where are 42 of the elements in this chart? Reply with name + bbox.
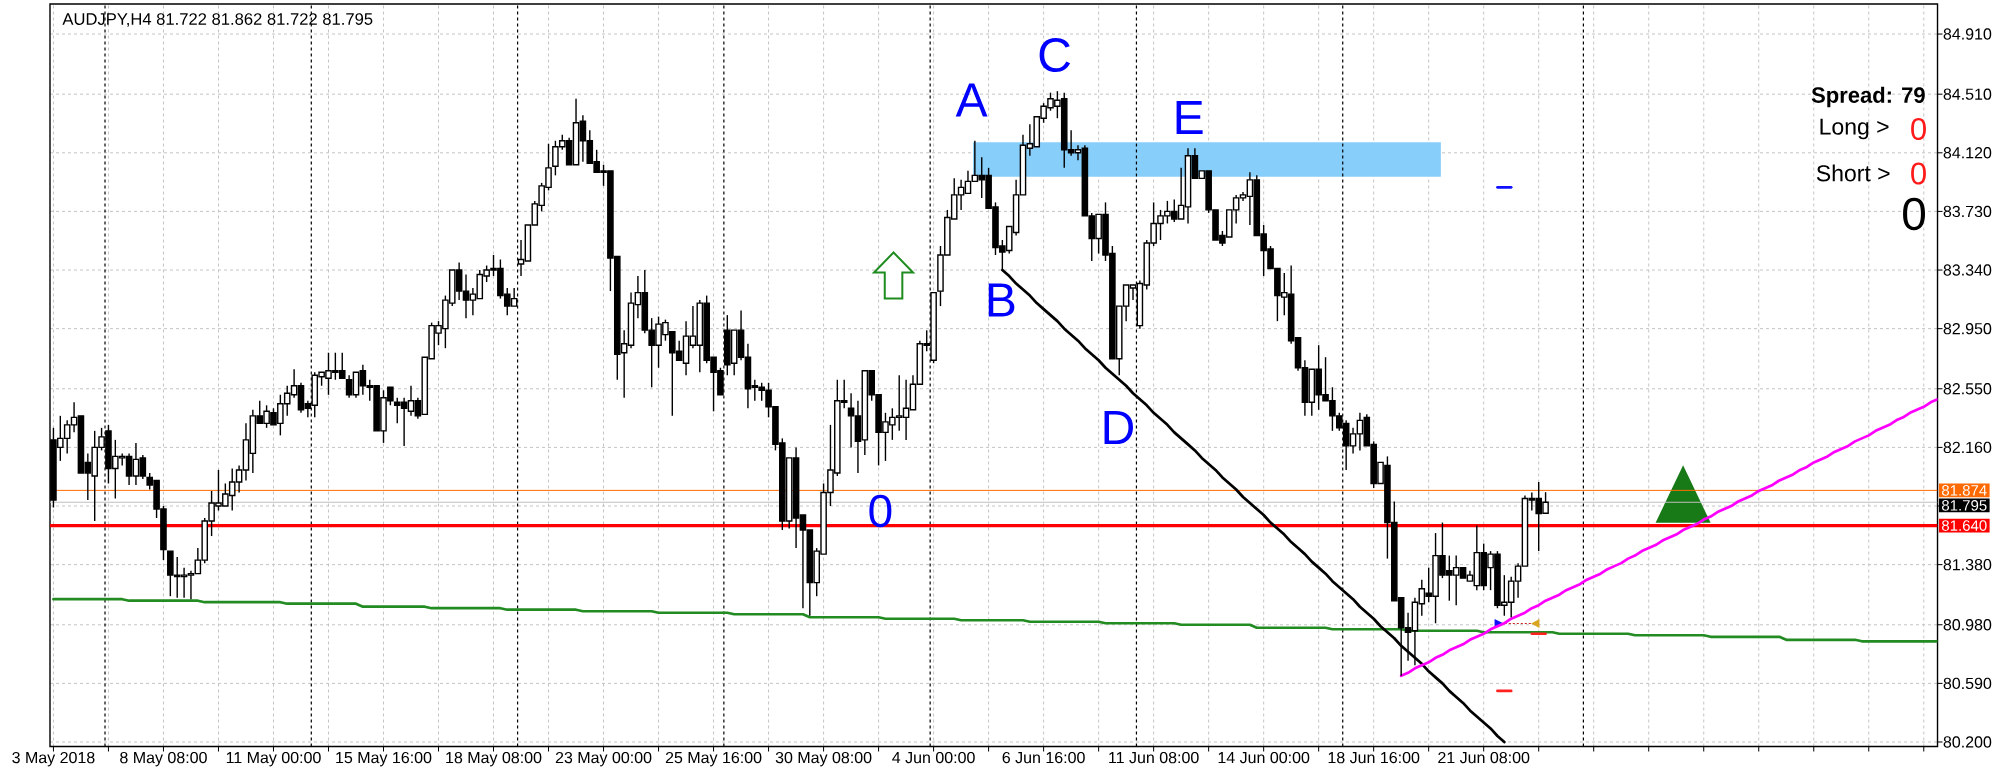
x-tick-label: 18 Jun 16:00 bbox=[1328, 751, 1420, 764]
annotation: B bbox=[988, 283, 1015, 317]
x-tick-label: 18 May 08:00 bbox=[446, 751, 542, 767]
annotation: Long > bbox=[1820, 118, 1889, 140]
y-tick-label: 84.120 bbox=[1943, 147, 1992, 159]
annotation: C bbox=[1039, 37, 1071, 72]
x-tick-label: 8 May 08:00 bbox=[120, 751, 207, 767]
y-tick-label: 84.510 bbox=[1943, 88, 1992, 100]
ref-line-label: 81.640 bbox=[1941, 520, 1987, 531]
x-tick-label: 30 May 08:00 bbox=[775, 751, 872, 767]
annotation: A bbox=[955, 83, 988, 117]
x-tick-label: 11 May 00:00 bbox=[226, 751, 321, 767]
x-tick-label: 3 May 2018 bbox=[12, 751, 95, 767]
ref-line-label: 81.795 bbox=[1941, 500, 1987, 511]
annotation: Short > bbox=[1816, 164, 1890, 182]
annotation: 0 bbox=[869, 494, 892, 528]
annotation: 0 bbox=[1911, 118, 1926, 140]
annotation: D bbox=[1104, 410, 1133, 444]
annotation: Spread: 79 bbox=[1811, 86, 1925, 108]
x-tick-label: 6 Jun 16:00 bbox=[1002, 751, 1085, 764]
annotation: 0 bbox=[1911, 162, 1926, 185]
y-tick-label: 80.200 bbox=[1943, 736, 1992, 748]
x-tick-label: 21 Jun 08:00 bbox=[1438, 751, 1530, 764]
y-tick-label: 83.340 bbox=[1943, 264, 1992, 276]
y-tick-label: 84.910 bbox=[1943, 28, 1992, 40]
x-tick-label: 14 Jun 00:00 bbox=[1218, 751, 1310, 764]
chart-title: AUDJPY,H4 81.722 81.862 81.722 81.795 bbox=[62, 13, 373, 27]
y-tick-label: 81.380 bbox=[1943, 558, 1992, 571]
y-tick-label: 82.160 bbox=[1943, 441, 1992, 454]
annotation: E bbox=[1176, 100, 1203, 134]
x-tick-label: 15 May 16:00 bbox=[336, 751, 432, 767]
y-tick-label: 83.730 bbox=[1943, 205, 1992, 218]
y-tick-label: 82.950 bbox=[1943, 322, 1992, 335]
ref-line-label: 81.874 bbox=[1941, 485, 1987, 496]
y-tick-label: 80.590 bbox=[1943, 677, 1992, 690]
x-tick-label: 4 Jun 00:00 bbox=[892, 751, 975, 764]
x-tick-label: 23 May 00:00 bbox=[555, 751, 652, 767]
y-tick-label: 80.980 bbox=[1943, 619, 1992, 631]
x-tick-label: 11 Jun 08:00 bbox=[1109, 751, 1199, 764]
annotation: 0 bbox=[1903, 197, 1926, 231]
y-tick-label: 82.550 bbox=[1943, 383, 1992, 395]
x-tick-label: 25 May 16:00 bbox=[665, 751, 762, 767]
